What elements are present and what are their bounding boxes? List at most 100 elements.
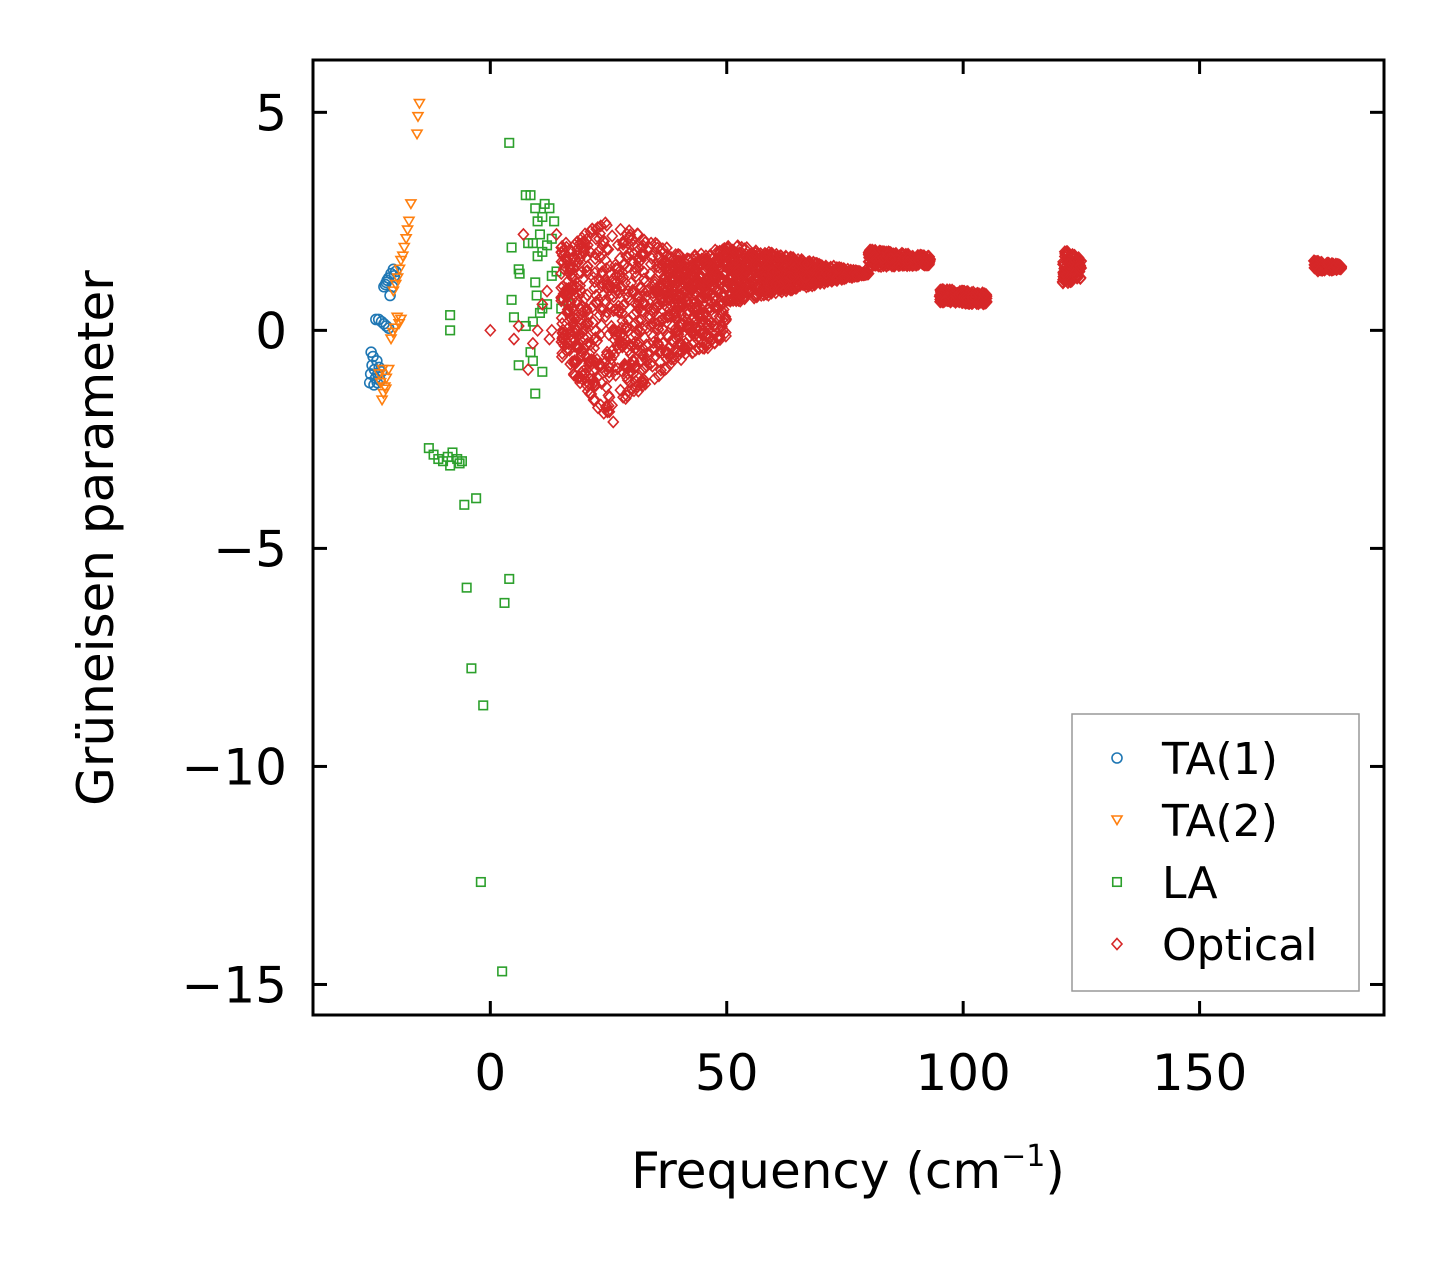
data-point bbox=[636, 321, 649, 336]
data-point bbox=[560, 344, 573, 358]
data-point bbox=[741, 257, 754, 272]
data-point bbox=[787, 256, 800, 271]
y-axis-title: Grüneisen parameter bbox=[67, 270, 125, 806]
data-point bbox=[567, 367, 580, 381]
data-point bbox=[574, 376, 587, 390]
data-point bbox=[556, 330, 569, 344]
data-point bbox=[602, 388, 615, 403]
data-point bbox=[773, 278, 786, 293]
data-point bbox=[615, 363, 628, 378]
data-point bbox=[1057, 265, 1070, 280]
data-point bbox=[530, 277, 541, 288]
data-point bbox=[534, 307, 546, 318]
data-point bbox=[564, 262, 577, 277]
data-point bbox=[848, 269, 861, 283]
data-point bbox=[644, 267, 657, 281]
data-point bbox=[540, 284, 554, 298]
data-point bbox=[872, 259, 885, 273]
data-point bbox=[583, 244, 596, 259]
y-tick-label: −10 bbox=[181, 738, 287, 796]
data-point bbox=[647, 335, 660, 350]
data-point bbox=[394, 255, 408, 267]
data-point bbox=[869, 258, 882, 272]
data-point bbox=[445, 310, 456, 321]
series-ta2 bbox=[372, 98, 426, 407]
data-point bbox=[745, 248, 758, 262]
data-point bbox=[642, 348, 655, 362]
data-point bbox=[589, 232, 603, 246]
data-point bbox=[688, 256, 701, 271]
data-point bbox=[589, 324, 602, 338]
data-point bbox=[593, 308, 606, 322]
data-point bbox=[735, 250, 749, 265]
data-point bbox=[654, 363, 667, 377]
data-point bbox=[707, 262, 720, 277]
data-point bbox=[568, 339, 581, 353]
data-point bbox=[389, 279, 403, 291]
data-point bbox=[784, 250, 797, 265]
data-point bbox=[597, 287, 610, 302]
data-point bbox=[597, 406, 610, 420]
data-point bbox=[670, 286, 683, 301]
data-point bbox=[674, 345, 687, 359]
data-point bbox=[731, 264, 744, 278]
data-point bbox=[645, 303, 658, 317]
data-point bbox=[412, 98, 426, 110]
data-point bbox=[630, 269, 643, 283]
data-point bbox=[475, 876, 486, 888]
data-point bbox=[690, 332, 704, 346]
data-point bbox=[410, 129, 424, 141]
data-point bbox=[499, 597, 510, 608]
data-point bbox=[537, 366, 548, 377]
data-point bbox=[402, 216, 416, 228]
data-point bbox=[624, 276, 638, 290]
data-point bbox=[690, 295, 703, 309]
data-point bbox=[578, 317, 591, 332]
data-point bbox=[563, 343, 576, 357]
data-point bbox=[445, 460, 456, 471]
data-point bbox=[648, 372, 661, 386]
data-point bbox=[915, 252, 929, 267]
data-point bbox=[454, 458, 465, 469]
data-point bbox=[799, 271, 812, 285]
data-point bbox=[556, 323, 570, 337]
data-point bbox=[404, 199, 418, 210]
data-point bbox=[504, 137, 515, 148]
data-point bbox=[1073, 256, 1086, 270]
data-point bbox=[617, 242, 630, 256]
data-point bbox=[612, 304, 625, 319]
data-point bbox=[619, 275, 632, 290]
data-point bbox=[652, 280, 666, 295]
data-point bbox=[719, 309, 732, 324]
data-point bbox=[608, 324, 622, 338]
data-point bbox=[744, 281, 757, 296]
data-point bbox=[566, 355, 579, 369]
axis-ticks bbox=[313, 60, 1384, 1015]
series-la bbox=[423, 137, 574, 977]
data-point bbox=[401, 225, 414, 237]
data-point bbox=[678, 343, 691, 357]
data-point bbox=[399, 233, 413, 245]
data-point bbox=[573, 370, 586, 385]
data-point bbox=[617, 258, 631, 272]
data-point bbox=[784, 270, 797, 284]
data-point bbox=[693, 293, 706, 307]
data-point bbox=[722, 239, 735, 254]
data-point bbox=[682, 277, 695, 291]
data-point bbox=[580, 302, 593, 316]
data-point bbox=[507, 332, 521, 346]
data-point bbox=[884, 251, 897, 266]
data-point bbox=[556, 248, 569, 263]
y-tick-label: −5 bbox=[213, 520, 287, 578]
data-point bbox=[752, 258, 765, 272]
data-point bbox=[537, 211, 548, 223]
data-point bbox=[807, 277, 820, 291]
data-point bbox=[573, 278, 587, 293]
data-point bbox=[517, 227, 530, 242]
data-point bbox=[694, 268, 707, 282]
legend: TA(1) TA(2) LA Optical bbox=[1071, 713, 1360, 992]
data-point bbox=[646, 359, 659, 373]
data-point bbox=[1308, 257, 1322, 271]
data-point bbox=[652, 369, 665, 383]
